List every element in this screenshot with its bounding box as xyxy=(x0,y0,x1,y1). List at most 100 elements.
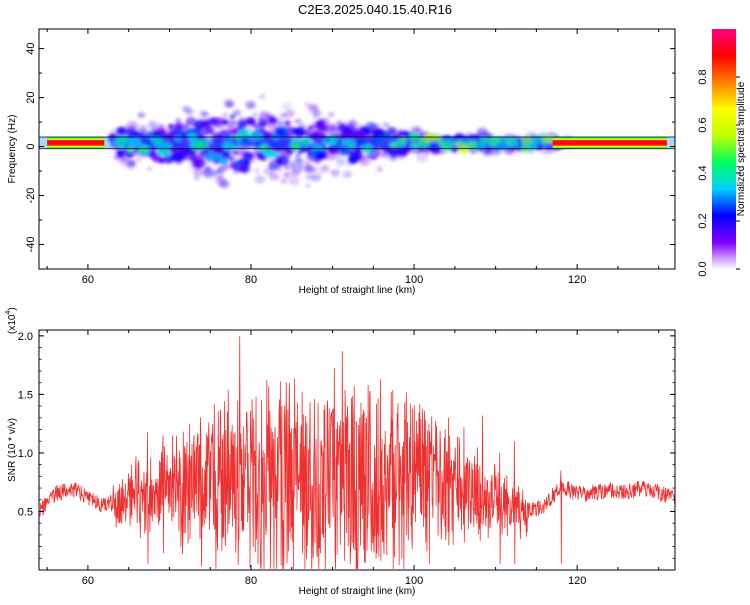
snr-series-line xyxy=(39,335,675,569)
snr-scale-suffix: ) xyxy=(7,307,18,310)
spectrogram-cell xyxy=(268,116,277,124)
y-tick-label: 0 xyxy=(25,143,37,149)
y-tick-label: 2.0 xyxy=(18,331,33,343)
x-tick-label: 120 xyxy=(568,274,586,286)
spectrogram-cell xyxy=(284,120,291,126)
spectrogram-cell xyxy=(229,114,236,120)
spectrogram-cluster xyxy=(126,139,134,146)
spectrogram-cell xyxy=(381,152,391,160)
x-tick-label: 120 xyxy=(568,575,586,587)
spectrogram-cell xyxy=(227,129,237,137)
colorbar-tick-label: 0.8 xyxy=(697,69,709,84)
spectrogram-cell xyxy=(290,169,300,178)
spectrogram-cluster xyxy=(375,135,386,145)
snr-y-ticks: 0.5 1.0 1.5 2.0 xyxy=(18,331,675,559)
spectrogram-cell xyxy=(212,170,218,175)
spectrogram-cluster xyxy=(152,136,163,146)
svg-text:(x104): (x104) xyxy=(5,307,18,334)
spectrogram-cluster xyxy=(311,152,317,157)
spectrogram-cell xyxy=(232,149,238,155)
spectrogram-panel: 60 80 100 120 -40 -20 0 20 40 Height of straigh… xyxy=(7,28,676,296)
spectrogram-cluster xyxy=(389,141,397,148)
y-tick-label: -20 xyxy=(25,188,37,204)
spectrogram-cluster xyxy=(250,130,263,141)
spectrogram-cell xyxy=(266,138,274,145)
spectrogram-cell xyxy=(193,175,200,181)
spectrogram-cell xyxy=(353,153,363,161)
spectrogram-cell xyxy=(316,125,324,132)
snr-frame xyxy=(38,329,676,571)
snr-x-axis-label: Height of straight line (km) xyxy=(299,586,416,597)
spectrogram-cell xyxy=(381,122,389,128)
spectrogram-cell xyxy=(342,170,353,179)
x-tick-label: 80 xyxy=(245,274,257,286)
spectrogram-cell xyxy=(296,118,303,124)
y-tick-label: 1.0 xyxy=(18,448,33,460)
spectrogram-cell xyxy=(147,167,152,171)
spectrogram-cell xyxy=(267,124,277,132)
spectrogram-cell xyxy=(255,139,263,146)
spectrogram-cell xyxy=(304,165,314,174)
spectrogram-marks xyxy=(39,93,675,189)
spectrogram-cell xyxy=(210,143,218,150)
snr-scale-prefix: (x10 xyxy=(7,314,18,334)
spectrogram-cell xyxy=(335,157,346,166)
spectrogram-cluster xyxy=(346,139,356,148)
colorbar-tick-label: 0.4 xyxy=(697,165,709,180)
spectrogram-cell xyxy=(268,160,280,171)
spectrogram-cell xyxy=(416,153,428,163)
spectrogram-cluster xyxy=(300,138,310,147)
spectrogram-cell xyxy=(199,111,210,119)
spectrogram-cluster xyxy=(328,137,337,144)
spectral-band-segment xyxy=(552,141,667,145)
spectrogram-x-ticks: 60 80 100 120 xyxy=(46,29,660,286)
spectrogram-cluster xyxy=(190,136,199,143)
snr-scale-exponent: 4 xyxy=(5,311,12,315)
spectrogram-cluster xyxy=(240,136,251,145)
spectrogram-cell xyxy=(376,166,383,172)
snr-y-scale-factor: (x104) xyxy=(5,307,18,334)
spectrogram-cell xyxy=(317,170,324,176)
spectrogram-cell xyxy=(180,150,189,158)
spectrogram-blobs xyxy=(107,93,574,189)
spectrogram-cluster xyxy=(369,149,376,155)
spectrogram-cell xyxy=(118,157,128,165)
spectrogram-cluster xyxy=(521,144,530,152)
colorbar: 0.0 0.2 0.4 0.6 0.8 Normalized spectral ampl… xyxy=(697,29,747,277)
spectrogram-cell xyxy=(312,115,319,120)
spectrogram-cell xyxy=(148,120,158,128)
spectrogram-cell xyxy=(345,161,352,167)
spectrogram-cell xyxy=(188,153,198,162)
spectrogram-cluster xyxy=(475,143,482,148)
colorbar-tick-label: 0.6 xyxy=(697,117,709,132)
spectrogram-cell xyxy=(355,129,366,139)
spectrogram-cell xyxy=(288,176,301,186)
spectrogram-cluster xyxy=(238,129,249,139)
spectrogram-cell xyxy=(276,156,289,167)
spectrogram-cell xyxy=(203,165,212,173)
spectrogram-cell xyxy=(212,137,222,145)
snr-x-ticks: 60 80 100 120 xyxy=(46,330,660,587)
spectrogram-cell xyxy=(208,117,218,125)
spectrogram-cell xyxy=(182,139,189,146)
spectrogram-cluster xyxy=(228,135,234,140)
spectrogram-cluster xyxy=(191,140,203,151)
spectrogram-cell xyxy=(328,145,336,153)
spectrogram-cell xyxy=(308,125,315,131)
spectrogram-cell xyxy=(227,119,237,127)
spectrogram-cell xyxy=(277,167,283,172)
spectrogram-cell xyxy=(304,102,310,107)
spectrogram-cell xyxy=(314,166,319,170)
spectrogram-cell xyxy=(258,119,268,128)
colorbar-tick-label: 0.0 xyxy=(697,261,709,276)
spectrogram-cell xyxy=(269,172,280,181)
spectrogram-cell xyxy=(233,109,242,117)
spectrogram-cell xyxy=(328,112,335,118)
snr-y-axis-label: SNR (10 * v/v) xyxy=(7,418,18,482)
spectrogram-cluster xyxy=(176,130,183,136)
spectrogram-frame xyxy=(38,28,676,270)
spectrogram-cell xyxy=(132,131,140,138)
spectrogram-cell xyxy=(175,118,182,124)
spectrogram-cluster xyxy=(512,140,519,147)
